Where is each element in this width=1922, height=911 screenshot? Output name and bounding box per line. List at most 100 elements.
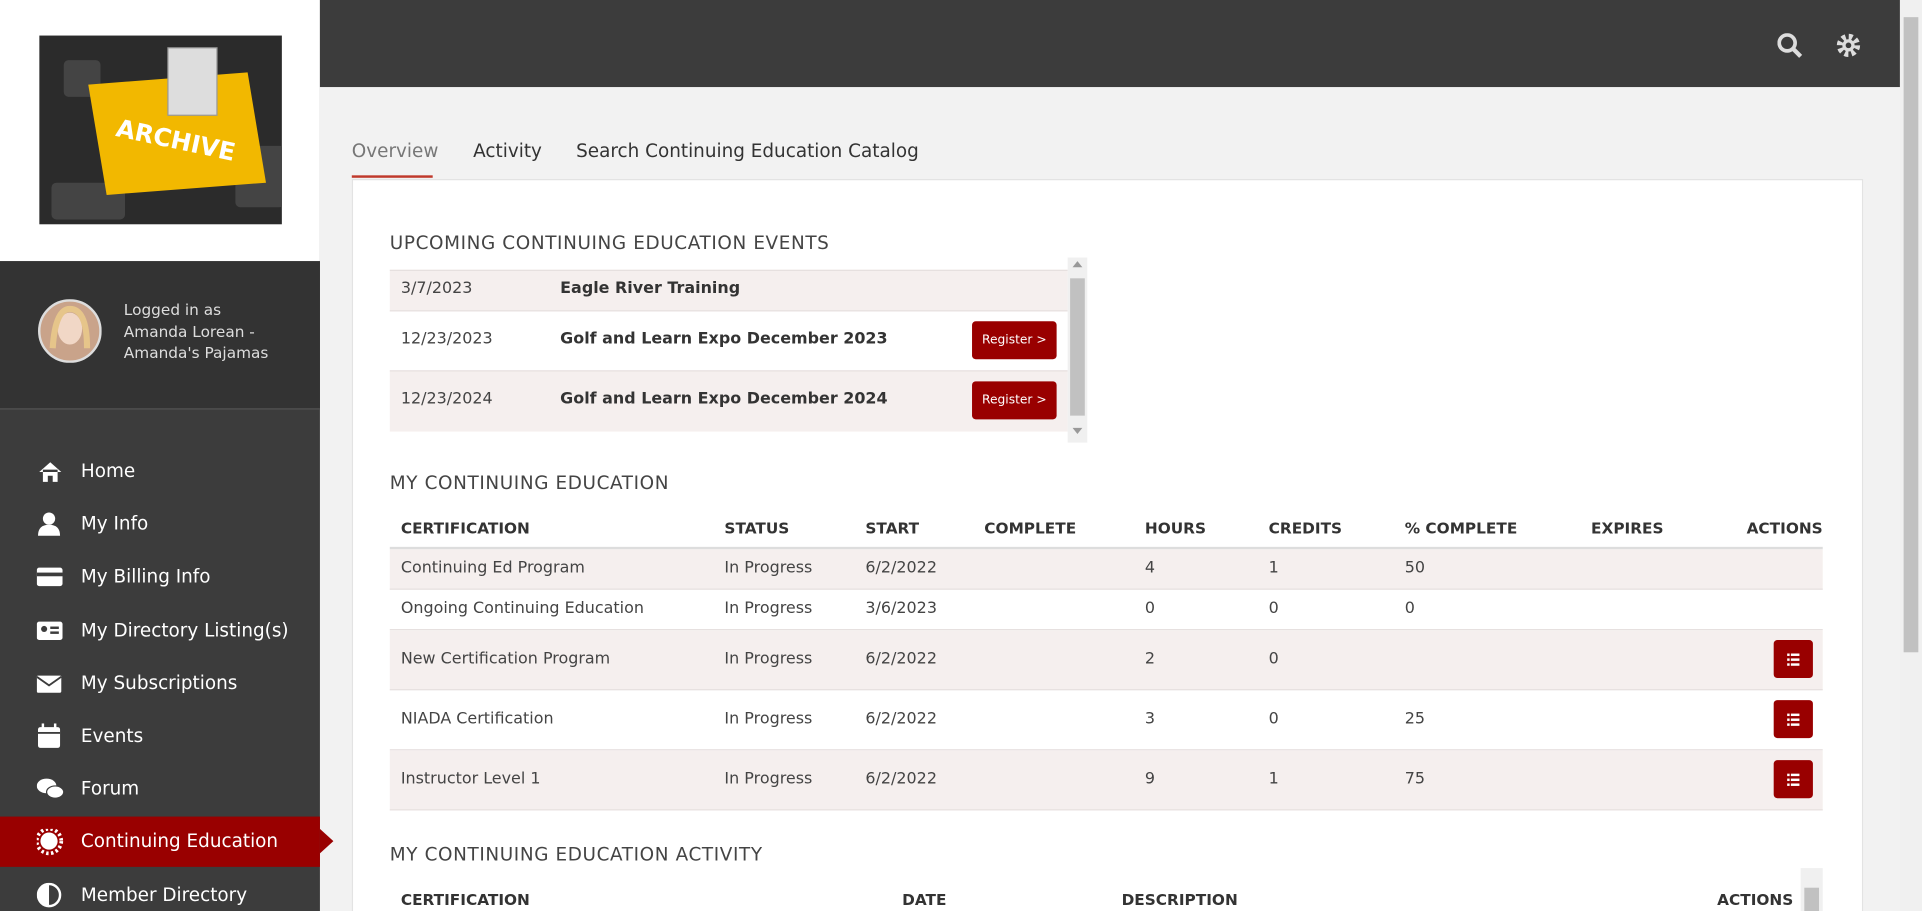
table-cell: 0: [1144, 598, 1156, 618]
column-header: ACTIONS: [1746, 518, 1823, 538]
column-header: COMPLETE: [984, 518, 1077, 538]
nav-item[interactable]: Member Directory: [0, 870, 320, 911]
nav-label: My Info: [80, 512, 149, 535]
table-row: [389, 590, 1823, 631]
column-header: EXPIRES: [1591, 518, 1664, 538]
nav-label: Home: [80, 459, 136, 482]
table-cell: Ongoing Continuing Education: [400, 598, 644, 618]
scroll-thumb[interactable]: [1903, 17, 1919, 653]
action-button[interactable]: [1773, 640, 1813, 679]
nav-icon: [36, 778, 64, 800]
column-header: DATE: [902, 890, 947, 909]
table-cell: 3/6/2023: [865, 598, 937, 618]
column-header: DESCRIPTION: [1121, 890, 1238, 909]
nav-item[interactable]: Continuing Education: [0, 817, 320, 868]
user-info: Logged in as Amanda Lorean - Amanda's Pa…: [124, 299, 308, 363]
active-tab-underline: [351, 175, 433, 178]
logged-in-label: Logged in as: [123, 300, 222, 319]
table-cell: 1: [1268, 769, 1279, 788]
header-rule: [389, 546, 1823, 550]
table-cell: In Progress: [724, 649, 813, 668]
tab[interactable]: Activity: [473, 139, 542, 162]
user-panel: Logged in as Amanda Lorean - Amanda's Pa…: [0, 261, 320, 410]
nav-item[interactable]: My Info: [0, 499, 320, 549]
event-date: 12/23/2023: [400, 329, 493, 348]
table-row: [389, 690, 1823, 751]
table-cell: In Progress: [724, 769, 813, 788]
table-cell: 4: [1144, 558, 1156, 577]
event-scroll-thumb[interactable]: [1070, 278, 1085, 416]
table-cell: New Certification Program: [400, 649, 611, 668]
nav-icon: [36, 568, 63, 587]
table-row: [389, 630, 1823, 691]
logo-area: ARCHIVE: [0, 0, 320, 262]
table-cell: 0: [1268, 649, 1279, 668]
section-title: MY CONTINUING EDUCATION: [389, 472, 670, 495]
column-header: ACTIONS: [1717, 890, 1794, 909]
table-cell: 0: [1404, 598, 1415, 618]
nav-icon: [36, 882, 62, 907]
nav-label: My Billing Info: [80, 565, 211, 588]
tab[interactable]: Overview: [351, 139, 439, 162]
nav-icon: [36, 675, 62, 693]
table-row: [389, 549, 1823, 590]
table-cell: In Progress: [724, 709, 813, 728]
action-button[interactable]: [1773, 700, 1813, 739]
nav-label: Forum: [80, 777, 140, 800]
settings-icon[interactable]: [1836, 33, 1863, 60]
search-icon[interactable]: [1777, 33, 1804, 60]
register-button[interactable]: Register >: [972, 321, 1057, 360]
event-name: Golf and Learn Expo December 2024: [560, 389, 888, 408]
table-cell: 6/2/2022: [865, 769, 937, 788]
table-cell: 0: [1268, 709, 1279, 728]
table-cell: Continuing Ed Program: [400, 558, 585, 577]
nav-item[interactable]: My Subscriptions: [0, 658, 320, 708]
table-cell: 1: [1268, 558, 1279, 577]
top-bar: [319, 0, 1900, 88]
nav-item[interactable]: Forum: [0, 764, 320, 814]
register-button[interactable]: Register >: [972, 381, 1057, 420]
table-cell: 25: [1404, 709, 1426, 728]
table-cell: 3: [1144, 709, 1156, 728]
event-name: Eagle River Training: [560, 278, 741, 298]
section-title: MY CONTINUING EDUCATION ACTIVITY: [389, 843, 763, 866]
scroll-up: [1072, 261, 1083, 268]
table-cell: 6/2/2022: [865, 709, 937, 728]
table-cell: 75: [1404, 769, 1426, 788]
nav-label: Continuing Education: [80, 830, 279, 853]
avatar: [38, 299, 102, 363]
column-header: CERTIFICATION: [400, 518, 530, 538]
nav-item[interactable]: My Billing Info: [0, 552, 320, 602]
table-cell: 2: [1144, 649, 1156, 668]
nav-icon: [37, 723, 61, 748]
scroll-down: [1072, 427, 1083, 435]
nav-icon: [36, 621, 63, 640]
activity-scroll-thumb[interactable]: [1804, 887, 1820, 911]
column-header: HOURS: [1144, 518, 1207, 538]
event-date: 3/7/2023: [400, 278, 473, 298]
nav-item[interactable]: Home: [0, 446, 320, 496]
nav-item[interactable]: Events: [0, 711, 320, 761]
column-header: % COMPLETE: [1404, 518, 1518, 538]
event-row: [389, 269, 1068, 312]
event-row: [389, 370, 1068, 432]
table-cell: 0: [1268, 598, 1279, 618]
nav-label: My Directory Listing(s): [80, 618, 289, 641]
nav-item[interactable]: My Directory Listing(s): [0, 605, 320, 655]
table-cell: Instructor Level 1: [400, 769, 541, 788]
page-scrollbar: [1899, 0, 1922, 911]
active-arrow: [319, 829, 334, 854]
table-cell: In Progress: [724, 558, 813, 577]
column-header: CERTIFICATION: [400, 890, 530, 909]
nav-label: Events: [80, 724, 144, 747]
table-cell: 6/2/2022: [865, 649, 937, 668]
tab[interactable]: Search Continuing Education Catalog: [576, 139, 919, 162]
action-button[interactable]: [1773, 760, 1813, 799]
table-cell: 9: [1144, 769, 1156, 788]
table-row: [389, 750, 1823, 811]
nav-icon: [36, 829, 64, 856]
table-cell: 50: [1404, 558, 1426, 577]
section-title: UPCOMING CONTINUING EDUCATION EVENTS: [389, 231, 830, 254]
